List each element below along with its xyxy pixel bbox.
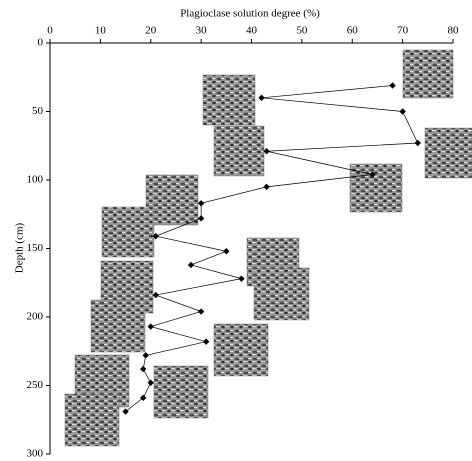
data-point [197, 215, 205, 222]
data-point [147, 379, 154, 386]
chart-title: Plagioclase solution degree (%) [180, 8, 320, 20]
data-point [263, 148, 270, 155]
x-tick-label: 50 [296, 25, 308, 37]
data-point [197, 308, 205, 315]
data-point [258, 94, 265, 101]
x-tick-label: 70 [397, 25, 409, 37]
y-tick-label: 50 [32, 105, 44, 117]
sem-image [153, 365, 209, 419]
sem-image [90, 299, 146, 353]
data-point [187, 261, 195, 269]
data-point [152, 232, 159, 240]
data-point [139, 365, 147, 373]
sem-images [64, 49, 472, 447]
sem-image [253, 267, 310, 321]
data-point [238, 275, 245, 282]
data-point [399, 108, 406, 115]
x-tick-label: 20 [145, 25, 157, 37]
y-axis-label: Depth (cm) [14, 222, 26, 273]
data-point [223, 248, 230, 255]
y-tick-label: 150 [27, 242, 44, 254]
sem-image [349, 163, 403, 213]
data-point [369, 171, 376, 178]
data-point [139, 394, 147, 402]
y-tick-label: 250 [27, 379, 44, 391]
data-point [202, 338, 210, 345]
x-tick-label: 30 [196, 25, 208, 37]
data-point [389, 82, 396, 89]
x-tick-label: 40 [246, 25, 258, 37]
data-point [142, 352, 149, 359]
y-tick-label: 0 [38, 37, 44, 49]
sem-image [64, 393, 120, 447]
data-point [122, 408, 129, 415]
sem-image [213, 125, 265, 177]
y-tick-label: 200 [27, 311, 44, 323]
y-tick-label: 300 [27, 448, 44, 460]
sem-image [402, 49, 454, 99]
data-line [125, 85, 419, 412]
x-tick-label: 0 [47, 25, 53, 37]
sem-image [202, 74, 256, 126]
x-tick-label: 60 [347, 25, 359, 37]
data-point [152, 291, 159, 299]
x-tick-label: 10 [95, 25, 107, 37]
sem-image [213, 323, 269, 377]
data-point [197, 200, 205, 207]
data-point [263, 183, 270, 191]
sem-image [101, 206, 155, 258]
data-point [414, 139, 421, 147]
data-point [147, 323, 154, 330]
sem-image [145, 174, 199, 226]
x-tick-label: 80 [448, 25, 460, 37]
sem-image [424, 127, 472, 179]
y-tick-label: 100 [27, 174, 44, 186]
